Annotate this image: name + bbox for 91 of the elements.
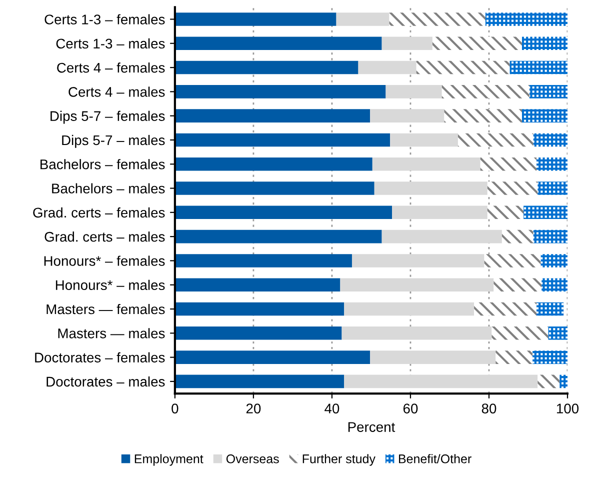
bar <box>533 230 568 244</box>
legend-label: Further study <box>302 454 376 466</box>
bar <box>538 374 560 388</box>
x-tick-label: 0 <box>172 404 178 414</box>
bar <box>382 230 502 244</box>
bar <box>485 12 568 26</box>
bar <box>510 60 568 74</box>
y-tick-label: Honours* – females <box>44 256 165 266</box>
bar <box>174 85 386 98</box>
bar <box>536 302 564 316</box>
bar <box>392 206 488 220</box>
y-tick-label: Bachelors – males <box>52 183 165 194</box>
bar <box>372 157 480 171</box>
bar <box>174 302 344 316</box>
bar <box>174 254 352 268</box>
y-tick-label: Doctorates – males <box>46 376 165 387</box>
bar <box>336 12 390 26</box>
bar <box>344 302 474 316</box>
bar <box>174 374 344 388</box>
y-tick-label: Masters — males <box>58 328 165 338</box>
bar <box>342 326 492 340</box>
bar <box>174 206 392 220</box>
x-tick-label: 80 <box>482 404 496 414</box>
bar <box>487 182 538 195</box>
bar <box>389 12 486 26</box>
bar <box>529 85 568 98</box>
bar <box>174 230 382 244</box>
x-tick-label: 100 <box>556 404 579 414</box>
bar <box>522 36 568 50</box>
bar <box>174 60 358 74</box>
x-tick-label: 20 <box>246 404 261 414</box>
x-axis-title: Percent <box>348 422 396 432</box>
x-tick-label: 60 <box>403 404 418 414</box>
bar <box>474 302 536 316</box>
bar <box>344 374 538 388</box>
bar <box>484 254 541 268</box>
bar <box>432 36 522 50</box>
bar <box>340 278 494 292</box>
bar <box>458 133 534 147</box>
bar <box>540 254 568 268</box>
bar <box>390 133 458 147</box>
bar <box>536 157 568 171</box>
y-tick-label: Dips 5-7 – females <box>50 110 165 124</box>
bar <box>416 60 510 74</box>
bar <box>502 230 534 244</box>
y-tick-label: Certs 4 – males <box>68 86 165 97</box>
bar <box>524 206 568 220</box>
y-tick-label: Grad. certs – females <box>33 207 165 218</box>
bar <box>174 12 336 26</box>
y-tick-label: Honours* – males <box>56 280 165 290</box>
bar <box>174 133 390 147</box>
bar <box>386 85 442 98</box>
bar <box>494 278 542 292</box>
bar <box>174 36 382 50</box>
bar <box>174 326 342 340</box>
bar <box>522 109 568 122</box>
bar <box>442 85 530 98</box>
bar <box>480 157 536 171</box>
bar <box>358 60 416 74</box>
y-tick-label: Certs 1-3 – males <box>56 38 165 49</box>
bar <box>444 109 522 122</box>
x-tick-label: 40 <box>324 404 340 414</box>
y-tick-label: Masters — females <box>46 304 165 314</box>
legend-label: Benefit/Other <box>398 454 472 464</box>
bar <box>174 157 372 171</box>
y-tick-label: Grad. certs – males <box>44 232 165 242</box>
bar <box>548 326 568 340</box>
bar <box>174 109 370 122</box>
bar <box>382 36 432 50</box>
bar <box>352 254 484 268</box>
bar <box>174 278 340 292</box>
bar <box>538 182 568 195</box>
legend-label: Overseas <box>226 454 279 464</box>
bar <box>496 350 533 364</box>
y-tick-label: Bachelors – females <box>40 159 165 170</box>
y-tick-label: Certs 4 – females <box>57 62 165 73</box>
bar <box>174 350 370 364</box>
bar <box>487 206 524 220</box>
y-tick-label: Doctorates – females <box>35 352 165 362</box>
bar <box>370 109 444 122</box>
bar <box>374 182 488 195</box>
bar <box>174 182 374 195</box>
y-tick-label: Dips 5-7 – males <box>62 134 165 148</box>
bar <box>532 350 568 364</box>
bar <box>533 133 568 147</box>
bar <box>560 374 568 388</box>
legend-label: Employment <box>134 454 204 466</box>
bar <box>492 326 548 340</box>
y-tick-label: Certs 1-3 – females <box>44 14 165 24</box>
bar <box>370 350 496 364</box>
bar <box>542 278 568 292</box>
